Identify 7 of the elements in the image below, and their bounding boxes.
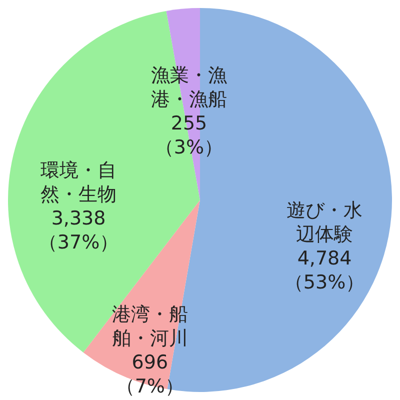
data-label: 4,784（53%） [284,248,365,294]
slice-label: 環境・自然・生物 [40,159,117,206]
slice-label: 遊び・水辺体験 [286,200,363,246]
data-label: 3,338（37%） [38,207,119,254]
slice-label: 港湾・船舶・河川 [112,304,188,350]
slice-label: 漁業・漁港・漁船 [150,64,227,110]
data-label: 255（3%） [154,112,224,158]
